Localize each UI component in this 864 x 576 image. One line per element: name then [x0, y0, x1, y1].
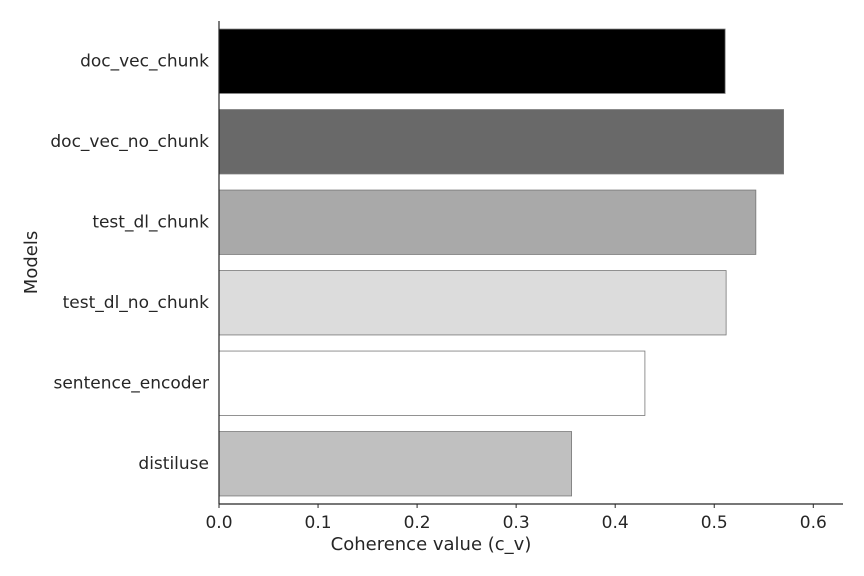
x-tick-label: 0.2	[404, 513, 431, 533]
y-tick-labels: doc_vec_chunk doc_vec_no_chunk test_dl_chu…	[50, 51, 209, 474]
x-ticks: 0.0 0.1 0.2 0.3 0.4 0.5 0.6	[205, 504, 827, 533]
bar-test-dl-no-chunk	[218, 270, 727, 336]
x-tick-label: 0.4	[602, 513, 629, 533]
y-tick-label: distiluse	[138, 454, 209, 474]
bar-sentence-encoder	[218, 350, 646, 416]
x-tick-label: 0.0	[205, 513, 232, 533]
x-axis-title: Coherence value (c_v)	[331, 534, 532, 555]
y-tick-label: test_dl_no_chunk	[63, 293, 210, 313]
y-tick-label: doc_vec_chunk	[80, 51, 209, 71]
bars-group	[218, 28, 784, 497]
y-tick-label: sentence_encoder	[53, 373, 209, 393]
y-tick-label: test_dl_chunk	[92, 212, 209, 232]
x-tick-label: 0.3	[503, 513, 530, 533]
x-tick-label: 0.6	[800, 513, 827, 533]
x-tick-label: 0.1	[305, 513, 332, 533]
y-axis-title: Models	[21, 231, 42, 294]
bar-test-dl-chunk	[218, 189, 757, 255]
bar-doc-vec-chunk	[218, 28, 726, 94]
bar-distiluse	[218, 431, 573, 497]
bar-doc-vec-no-chunk	[218, 109, 784, 175]
y-tick-label: doc_vec_no_chunk	[50, 132, 209, 152]
x-tick-label: 0.5	[701, 513, 728, 533]
